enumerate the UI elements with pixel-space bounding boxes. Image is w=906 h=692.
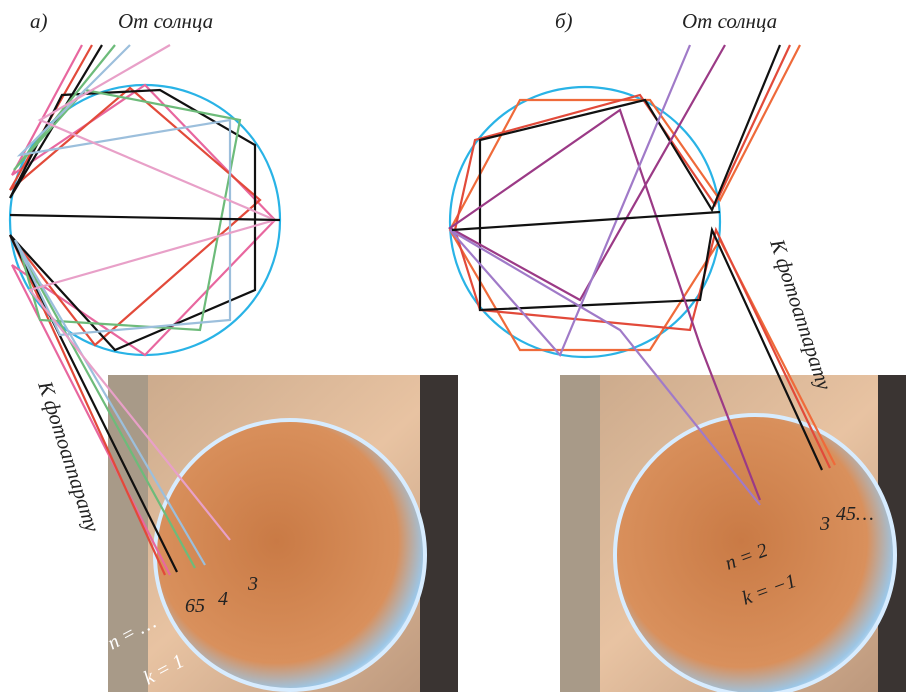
camera-label: К фотоаппарату <box>33 377 105 535</box>
photo-a <box>108 375 458 692</box>
annotation: 4 <box>218 588 228 610</box>
rays-a <box>8 44 282 576</box>
sun-label: От солнца <box>682 9 777 33</box>
panel-label: а) <box>30 9 48 33</box>
rays-b <box>447 44 836 506</box>
annotation: 65 <box>185 595 205 617</box>
sun-label: От солнца <box>118 9 213 33</box>
annotation: 45… <box>836 503 874 525</box>
panel-label: б) <box>555 9 573 33</box>
photo-b <box>560 375 906 692</box>
annotation: 3 <box>247 573 258 595</box>
annotation: 3 <box>819 513 830 535</box>
